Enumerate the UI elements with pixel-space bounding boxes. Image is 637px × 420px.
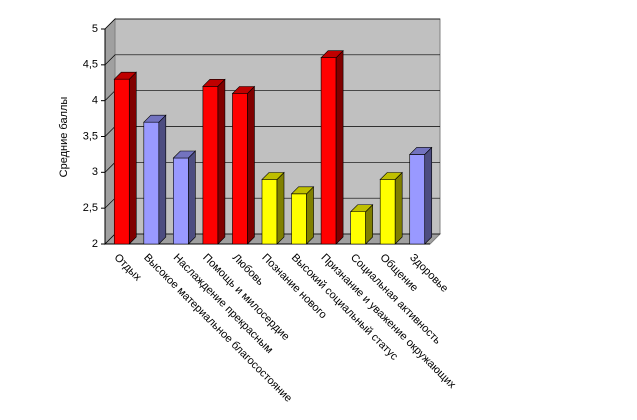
bar-front [379, 179, 396, 245]
bar-top [113, 71, 137, 80]
x-tick-label: Отдых [112, 252, 144, 284]
bar-top [290, 186, 315, 195]
bar-front [291, 193, 307, 245]
bar-front [202, 86, 219, 245]
bar [320, 49, 344, 245]
grid-line [104, 18, 440, 30]
y-tick-label: 2 [92, 238, 98, 250]
bar [113, 71, 137, 245]
bar-top [172, 150, 197, 159]
bar [409, 146, 433, 245]
bar-front [409, 154, 426, 245]
bar-side [217, 78, 226, 245]
y-tick-label: 4,5 [83, 59, 98, 71]
bar-side [335, 49, 344, 245]
bar-side [306, 186, 314, 245]
y-tick-label: 3,5 [83, 130, 98, 142]
bar-top [231, 86, 256, 94]
y-tick-label: 4 [92, 95, 98, 107]
bar-side [128, 71, 137, 245]
bar-side [424, 146, 433, 245]
bar [379, 171, 403, 245]
bar [349, 204, 374, 245]
y-tick-label: 5 [92, 23, 98, 35]
bar-top [349, 204, 374, 213]
bar-side [394, 171, 403, 245]
bar-front [113, 78, 130, 245]
bar-top [143, 114, 167, 123]
bar [231, 85, 256, 245]
bar-front [261, 179, 278, 245]
bar-top [320, 50, 344, 58]
bar-side [158, 114, 167, 245]
bar-front [320, 57, 337, 245]
bar-top [409, 147, 433, 155]
bar-front [143, 121, 160, 245]
bar-top [202, 79, 226, 87]
bar-front [350, 211, 366, 245]
bar [143, 114, 167, 245]
bar-side [276, 171, 285, 245]
y-tick-label: 3 [92, 166, 98, 178]
bar [202, 78, 226, 245]
bar-top [379, 172, 403, 180]
y-tick-label: 2,5 [83, 202, 98, 214]
bar [290, 186, 315, 245]
bar [172, 150, 197, 245]
bar-front [232, 93, 248, 245]
y-axis-label: Средние баллы [58, 97, 70, 178]
bar-side [247, 85, 255, 245]
bar-top [261, 172, 285, 180]
bar-side [188, 150, 196, 245]
bar [261, 171, 285, 245]
bar-front [173, 157, 189, 245]
